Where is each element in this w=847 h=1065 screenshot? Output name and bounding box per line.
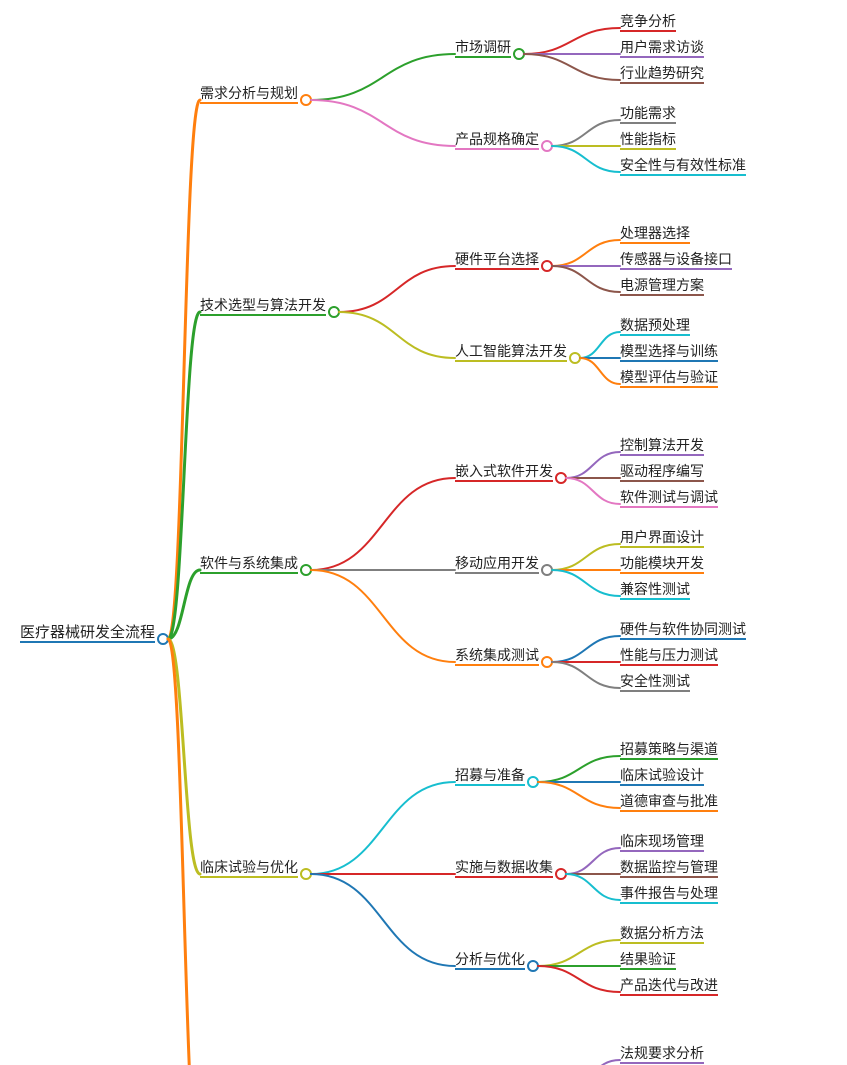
l3-label: 用户界面设计 [620,529,704,545]
l2-label: 产品规格确定 [455,131,539,147]
l3-label: 数据监控与管理 [620,859,718,875]
node-circle [528,961,538,971]
mindmap-canvas: 医疗器械研发全流程 需求分析与规划 市场调研 竞争分析用户需求访谈行业趋势研究产品规格… [0,0,847,1065]
branch [311,100,455,146]
l3-label: 产品迭代与改进 [620,977,718,993]
node-circle [570,353,580,363]
l3-label: 招募策略与渠道 [620,741,718,757]
l3-label: 临床试验设计 [620,767,704,783]
l3-label: 竞争分析 [620,13,676,29]
branch [538,782,620,808]
branch [566,848,620,874]
l3-label: 控制算法开发 [620,437,704,453]
branch [168,639,200,874]
branch [538,940,620,966]
l1-label: 临床试验与优化 [200,859,298,875]
branch [552,570,620,596]
branch [168,639,200,1065]
l2-label: 市场调研 [455,39,511,55]
branch [311,782,455,874]
branch [524,54,620,80]
branch [552,266,620,292]
node-circle [329,307,339,317]
branch [538,966,620,992]
l2-label: 招募与准备 [455,767,525,783]
node-circle [542,141,552,151]
l3-label: 功能模块开发 [620,555,704,571]
branch [311,874,455,966]
branch [311,570,455,662]
branch [552,636,620,662]
node-circle [556,869,566,879]
branch [339,266,455,312]
l2-label: 人工智能算法开发 [455,343,567,359]
l3-label: 模型选择与训练 [620,343,718,359]
node-circle [542,565,552,575]
l3-label: 性能指标 [620,131,676,147]
branch [168,100,200,639]
branch [311,54,455,100]
branch [580,358,620,384]
branch [538,756,620,782]
l3-label: 数据分析方法 [620,925,704,941]
l3-label: 处理器选择 [620,225,690,241]
branch [552,544,620,570]
node-circle [301,565,311,575]
l3-label: 模型评估与验证 [620,369,718,385]
l3-label: 安全性测试 [620,673,690,689]
node-circle [301,869,311,879]
l2-label: 分析与优化 [455,951,525,967]
l1-label: 需求分析与规划 [200,85,298,101]
l3-label: 结果验证 [620,951,676,967]
node-circle [542,261,552,271]
root-label: 医疗器械研发全流程 [20,623,155,641]
l2-label: 实施与数据收集 [455,859,553,875]
branch [339,312,455,358]
node-circle [542,657,552,667]
branch [566,1060,620,1065]
l3-label: 功能需求 [620,105,676,121]
l3-label: 道德审查与批准 [620,793,718,809]
node-circle [556,473,566,483]
branch [311,478,455,570]
node-circle [514,49,524,59]
l3-label: 法规要求分析 [620,1045,704,1061]
l3-label: 行业趋势研究 [620,65,704,81]
node-circle [528,777,538,787]
l2-label: 嵌入式软件开发 [455,463,553,479]
l3-label: 临床现场管理 [620,833,704,849]
l3-label: 数据预处理 [620,317,690,333]
l3-label: 电源管理方案 [620,277,704,293]
branch [566,478,620,504]
l2-label: 移动应用开发 [455,555,539,571]
l3-label: 安全性与有效性标准 [620,157,746,173]
l3-label: 性能与压力测试 [620,647,718,663]
branch [552,240,620,266]
branch [552,120,620,146]
branch [552,146,620,172]
l3-label: 用户需求访谈 [620,39,704,55]
l1-label: 软件与系统集成 [200,555,298,571]
l3-label: 事件报告与处理 [620,885,718,901]
l2-label: 系统集成测试 [455,647,539,663]
l2-label: 硬件平台选择 [455,251,539,267]
l3-label: 硬件与软件协同测试 [620,621,746,637]
branch [566,452,620,478]
l1-label: 技术选型与算法开发 [200,297,326,313]
l3-label: 驱动程序编写 [620,463,704,479]
l3-label: 传感器与设备接口 [620,251,732,267]
branch [580,332,620,358]
l3-label: 软件测试与调试 [620,489,718,505]
branch [566,874,620,900]
branch [552,662,620,688]
branch [524,28,620,54]
node-circle [301,95,311,105]
l3-label: 兼容性测试 [620,581,690,597]
